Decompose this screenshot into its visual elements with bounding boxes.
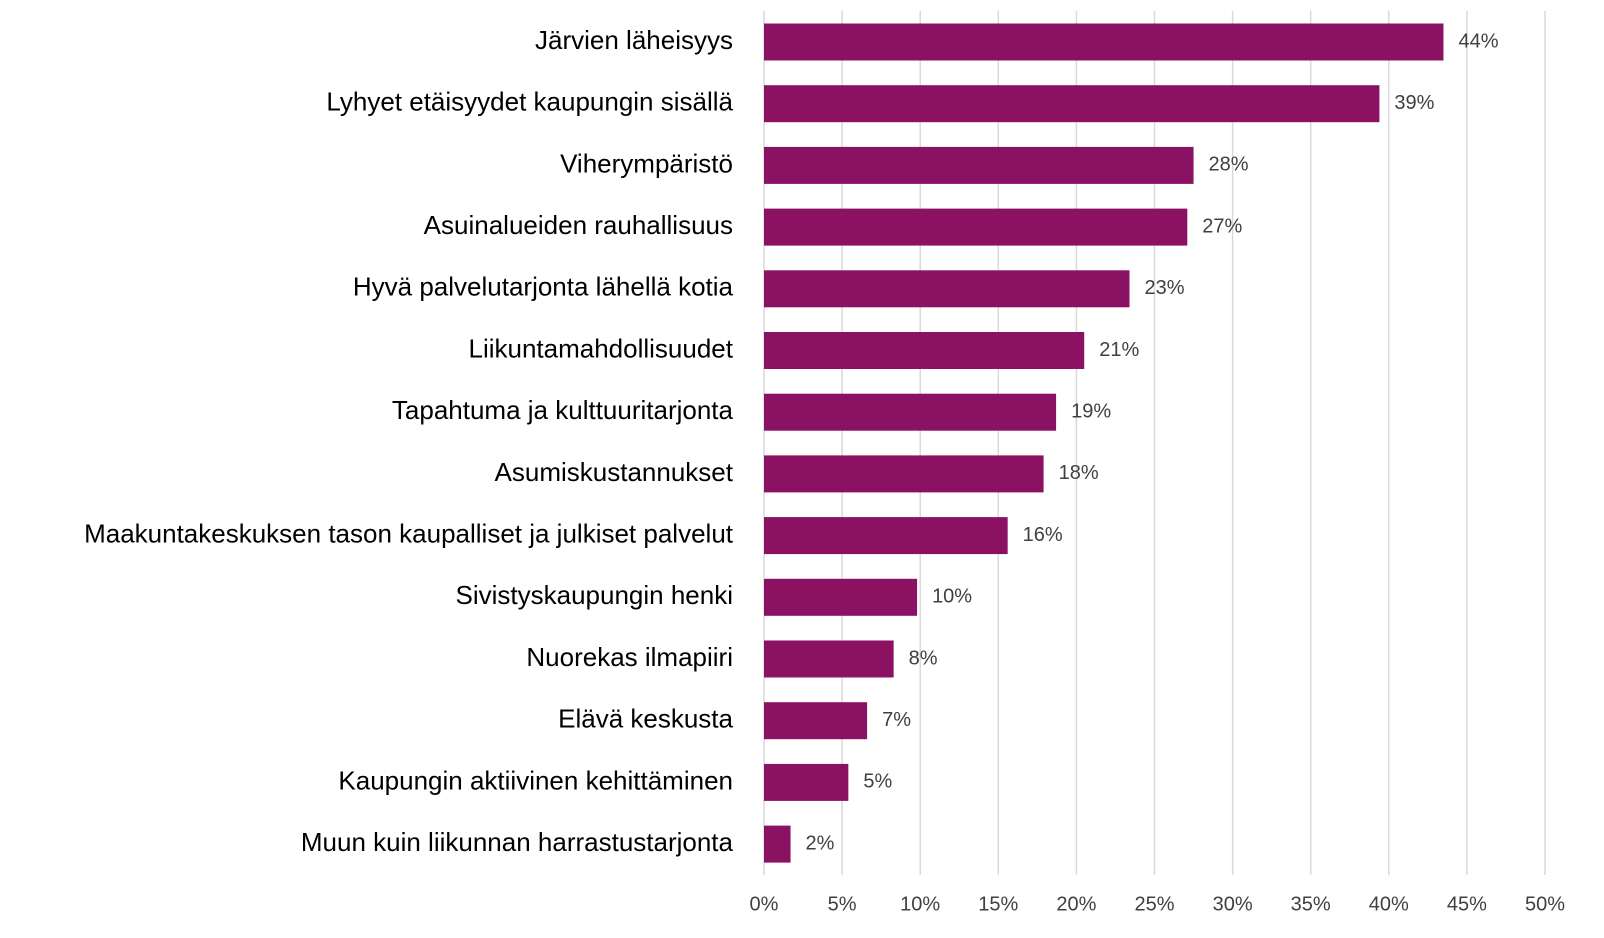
category-label: Hyvä palvelutarjonta lähellä kotia [353,272,734,302]
value-label: 5% [863,771,892,793]
value-label: 10% [932,586,972,608]
x-tick-label: 50% [1525,893,1565,915]
bar [764,763,849,801]
value-label: 27% [1202,215,1242,237]
bar [764,208,1188,246]
category-label: Nuorekas ilmapiiri [526,642,733,672]
category-label: Tapahtuma ja kulttuuritarjonta [392,395,734,425]
bar [764,517,1008,555]
x-tick-label: 30% [1213,893,1253,915]
bar [764,455,1044,493]
bar [764,702,868,740]
x-tick-label: 45% [1447,893,1487,915]
x-tick-label: 10% [900,893,940,915]
value-label: 23% [1145,277,1185,299]
bar [764,825,791,863]
category-label: Maakuntakeskuksen tason kaupalliset ja j… [84,518,734,548]
category-label: Sivistyskaupungin henki [456,580,734,610]
value-label: 39% [1394,92,1434,114]
x-tick-label: 25% [1134,893,1174,915]
category-label: Viherympäristö [560,148,733,178]
value-label: 2% [806,832,835,854]
value-label: 19% [1071,400,1111,422]
bar [764,146,1194,184]
value-label: 28% [1209,154,1249,176]
category-label: Muun kuin liikunnan harrastustarjonta [301,827,734,857]
category-label: Elävä keskusta [558,704,733,734]
value-label: 21% [1099,339,1139,361]
category-label: Järvien läheisyys [535,25,733,55]
value-label: 18% [1059,462,1099,484]
category-label: Lyhyet etäisyydet kaupungin sisällä [326,87,733,117]
bar [764,578,918,616]
x-tick-label: 40% [1369,893,1409,915]
bar [764,23,1444,61]
bar [764,270,1130,308]
category-label: Kaupungin aktiivinen kehittäminen [338,765,733,795]
x-tick-label: 35% [1291,893,1331,915]
bar [764,393,1057,431]
category-label: Asumiskustannukset [495,457,734,487]
x-tick-label: 0% [750,893,779,915]
value-label: 8% [909,647,938,669]
x-tick-label: 5% [828,893,857,915]
x-tick-label: 15% [978,893,1018,915]
bar [764,85,1380,123]
x-tick-label: 20% [1056,893,1096,915]
category-label: Liikuntamahdollisuudet [468,333,733,363]
value-label: 7% [882,709,911,731]
category-label: Asuinalueiden rauhallisuus [424,210,733,240]
bar [764,332,1085,369]
bar [764,640,894,678]
value-label: 16% [1023,524,1063,546]
value-label: 44% [1458,30,1498,52]
